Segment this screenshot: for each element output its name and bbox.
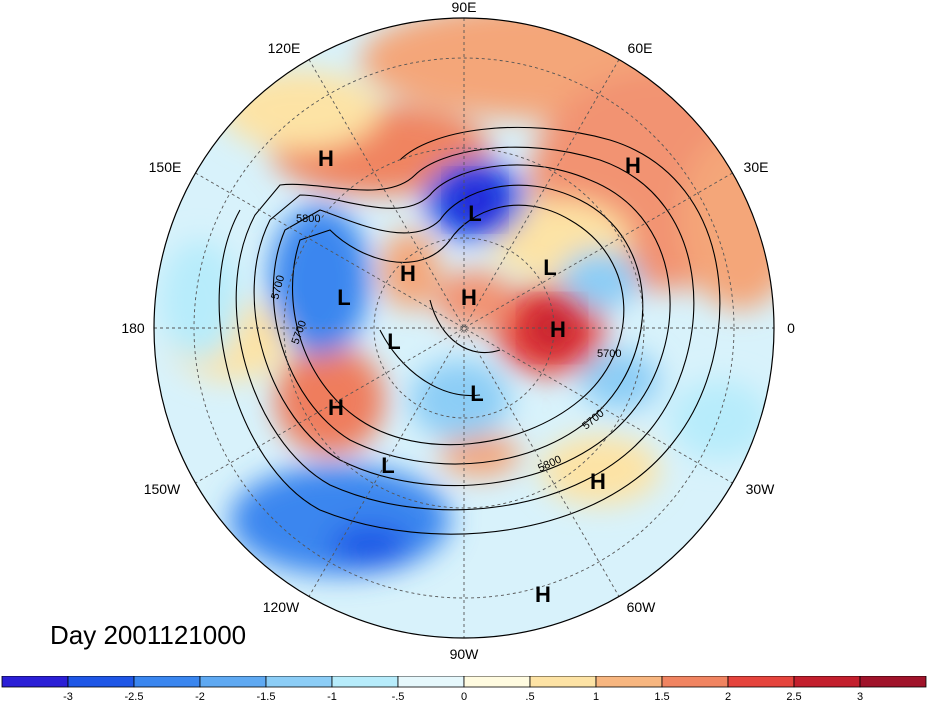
colorbar-swatch	[661, 676, 729, 688]
colorbar-swatch	[331, 676, 399, 688]
colorbar-tick-label: 3	[857, 691, 863, 702]
pressure-center: H	[625, 153, 641, 178]
height-contours	[218, 126, 721, 535]
longitude-labels: 90E 60E 30E 0 30W 60W 90W 120W 150W 180 …	[121, 0, 795, 662]
colorbar-tick-label: -.5	[392, 691, 405, 702]
colorbar-tick-label: 2	[725, 691, 731, 702]
colorbar-swatch	[1, 676, 69, 688]
colorbar-tick-label: 1	[593, 691, 599, 702]
colorbar-swatch	[67, 676, 135, 688]
lon-label-60e: 60E	[628, 40, 653, 56]
colorbar-tick-label: -2	[195, 691, 205, 702]
pressure-center: L	[337, 285, 350, 310]
colorbar-tick-label: 2.5	[786, 691, 801, 702]
pressure-center: L	[470, 381, 483, 406]
pressure-center: H	[590, 469, 606, 494]
pressure-center: H	[550, 317, 566, 342]
day-label: Day 2001121000	[50, 620, 247, 650]
pressure-center: L	[381, 453, 394, 478]
colorbar-tick-label: 1.5	[654, 691, 669, 702]
lon-label-90e: 90E	[452, 0, 477, 15]
colorbar-tick-label: -2.5	[125, 691, 144, 702]
colorbar-swatch	[199, 676, 267, 688]
pressure-center: L	[543, 255, 556, 280]
pressure-center: L	[387, 329, 400, 354]
colorbar-tick-label: -1.5	[257, 691, 276, 702]
contour-label: 5700	[597, 348, 621, 360]
colorbar-swatch	[727, 676, 795, 688]
lon-label-180: 180	[121, 320, 145, 336]
colorbar-tick-label: -3	[63, 691, 73, 702]
pressure-center: H	[328, 395, 344, 420]
graticule	[154, 18, 774, 638]
pressure-center: H	[318, 146, 334, 171]
colorbar-tick-label: 0	[461, 691, 467, 702]
lon-label-150w: 150W	[144, 481, 181, 497]
pressure-center: L	[468, 201, 481, 226]
lon-label-120w: 120W	[263, 599, 300, 615]
lon-label-120e: 120E	[268, 40, 301, 56]
colorbar-swatch	[595, 676, 663, 688]
colorbar-swatch	[529, 676, 597, 688]
lon-label-30w: 30W	[746, 481, 776, 497]
lon-label-150e: 150E	[149, 159, 182, 175]
lon-label-30e: 30E	[744, 159, 769, 175]
colorbar-swatch	[463, 676, 531, 688]
colorbar-swatch	[133, 676, 201, 688]
colorbar-swatch	[793, 676, 861, 688]
colorbar-tick-label: .5	[525, 691, 534, 702]
colorbar-swatch	[397, 676, 465, 688]
lon-label-0: 0	[787, 320, 795, 336]
pressure-center: H	[400, 261, 416, 286]
contour-label: 5800	[296, 213, 320, 225]
lon-label-90w: 90W	[450, 646, 480, 662]
pressure-center: H	[461, 285, 477, 310]
colorbar: -3 -2.5 -2 -1.5 -1 -.5 0 .5 1 1.5 2 2.5 3	[1, 676, 927, 702]
map-border	[153, 17, 775, 639]
colorbar-swatch	[859, 676, 927, 688]
anomaly-field	[154, 18, 774, 638]
pressure-centers: H H L H L L H H L L H L H H	[318, 146, 641, 607]
colorbar-tick-label: -1	[327, 691, 337, 702]
polar-map: 5800 5700 5700 5700 5800 5700 90E 60E 30…	[121, 0, 795, 662]
colorbar-swatch	[265, 676, 333, 688]
pressure-center: H	[535, 582, 551, 607]
lon-label-60w: 60W	[627, 599, 657, 615]
